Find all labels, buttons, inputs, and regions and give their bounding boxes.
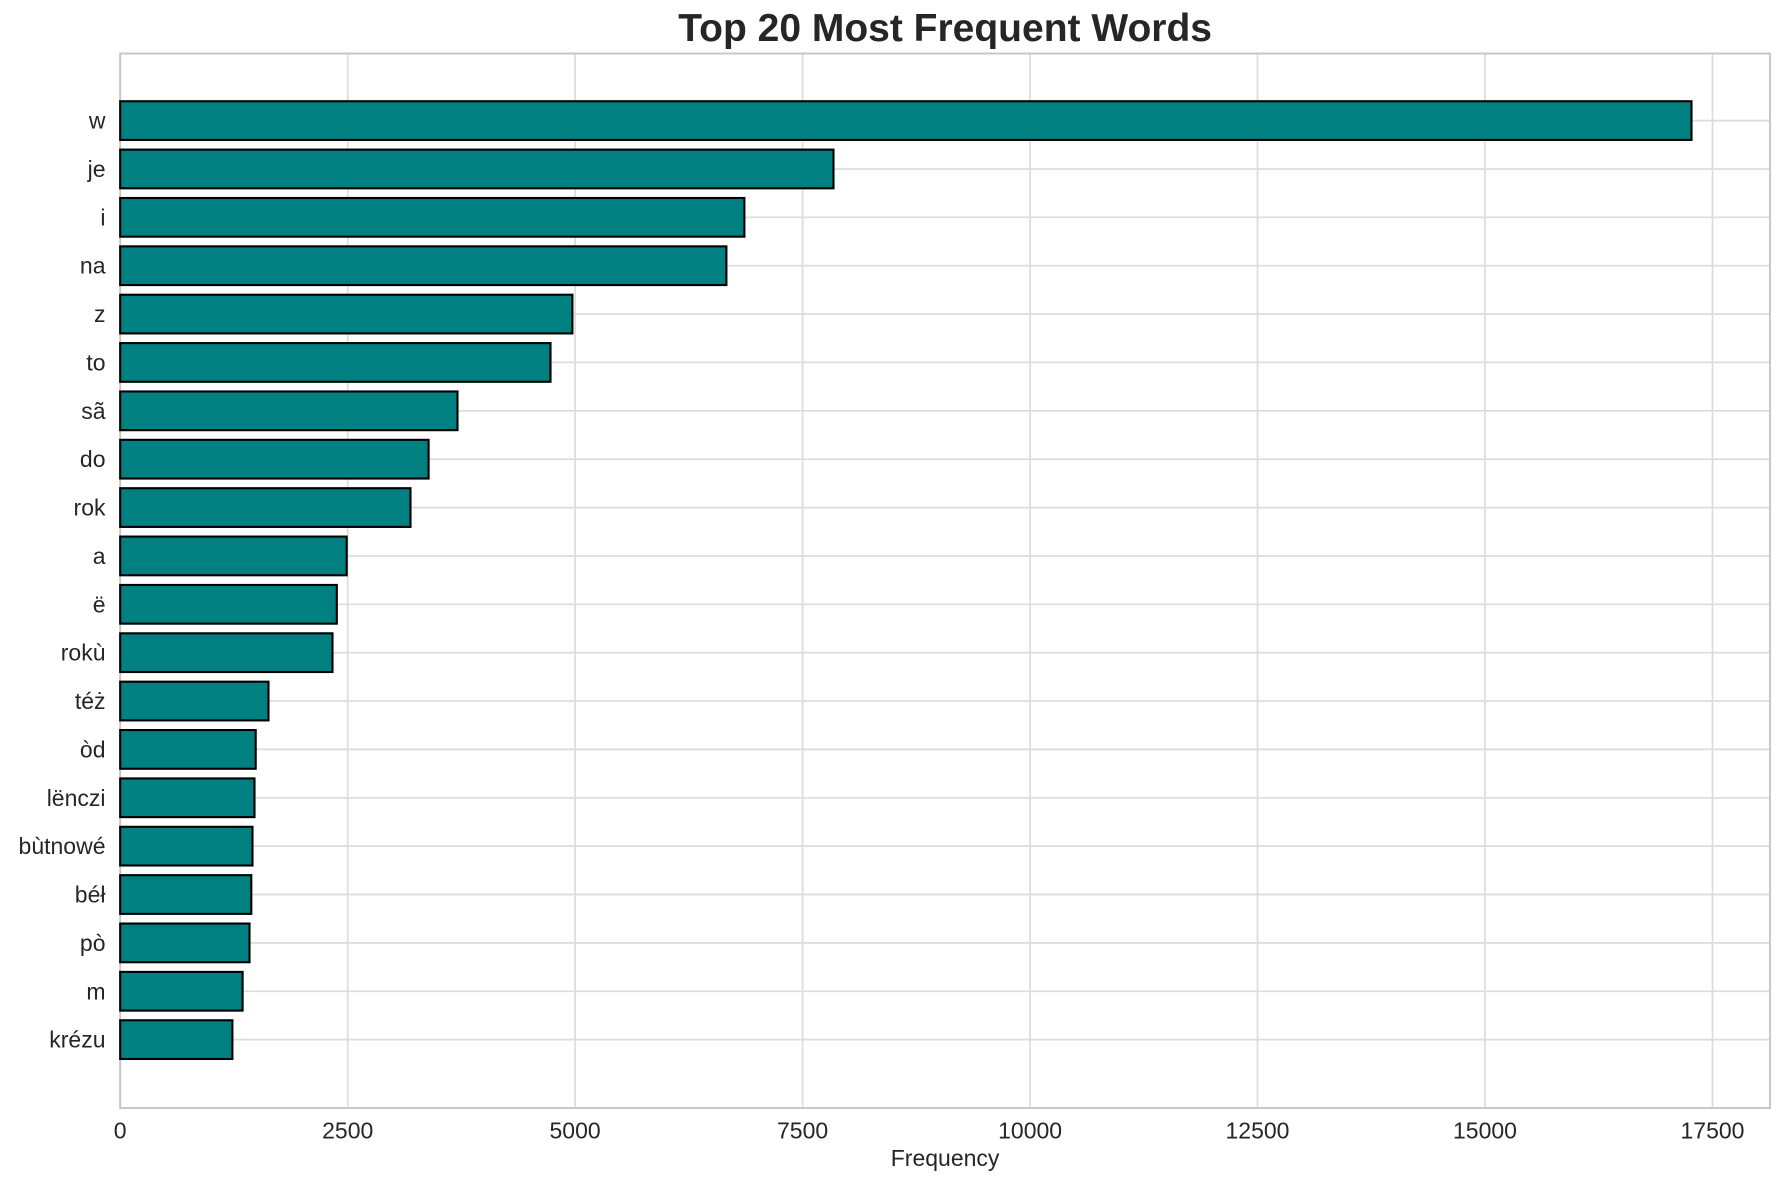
svg-text:12500: 12500 bbox=[1226, 1117, 1290, 1143]
svg-text:0: 0 bbox=[114, 1117, 127, 1143]
svg-text:w: w bbox=[88, 108, 106, 134]
svg-text:lënczi: lënczi bbox=[47, 785, 106, 811]
svg-text:Frequency: Frequency bbox=[891, 1145, 1000, 1171]
svg-text:je: je bbox=[87, 156, 106, 182]
svg-text:rokù: rokù bbox=[61, 640, 106, 666]
svg-text:5000: 5000 bbox=[550, 1117, 601, 1143]
svg-text:sã: sã bbox=[81, 398, 106, 424]
svg-text:i: i bbox=[100, 204, 105, 230]
svg-text:10000: 10000 bbox=[998, 1117, 1062, 1143]
svg-text:krézu: krézu bbox=[49, 1027, 105, 1053]
svg-text:z: z bbox=[94, 301, 106, 327]
svg-text:béł: béł bbox=[75, 882, 106, 908]
svg-text:15000: 15000 bbox=[1453, 1117, 1517, 1143]
svg-text:ë: ë bbox=[93, 591, 106, 617]
svg-text:m: m bbox=[86, 978, 105, 1004]
svg-text:7500: 7500 bbox=[777, 1117, 828, 1143]
svg-text:rok: rok bbox=[74, 495, 106, 521]
svg-text:òd: òd bbox=[80, 736, 106, 762]
svg-text:to: to bbox=[86, 349, 105, 375]
svg-text:pò: pò bbox=[80, 930, 106, 956]
svg-text:Top 20 Most Frequent Words: Top 20 Most Frequent Words bbox=[678, 7, 1212, 50]
svg-text:do: do bbox=[80, 446, 106, 472]
svg-text:bùtnowé: bùtnowé bbox=[19, 833, 106, 859]
svg-text:na: na bbox=[80, 253, 106, 279]
svg-text:2500: 2500 bbox=[322, 1117, 373, 1143]
svg-text:téż: téż bbox=[75, 688, 106, 714]
svg-text:17500: 17500 bbox=[1681, 1117, 1745, 1143]
svg-text:a: a bbox=[93, 543, 106, 569]
